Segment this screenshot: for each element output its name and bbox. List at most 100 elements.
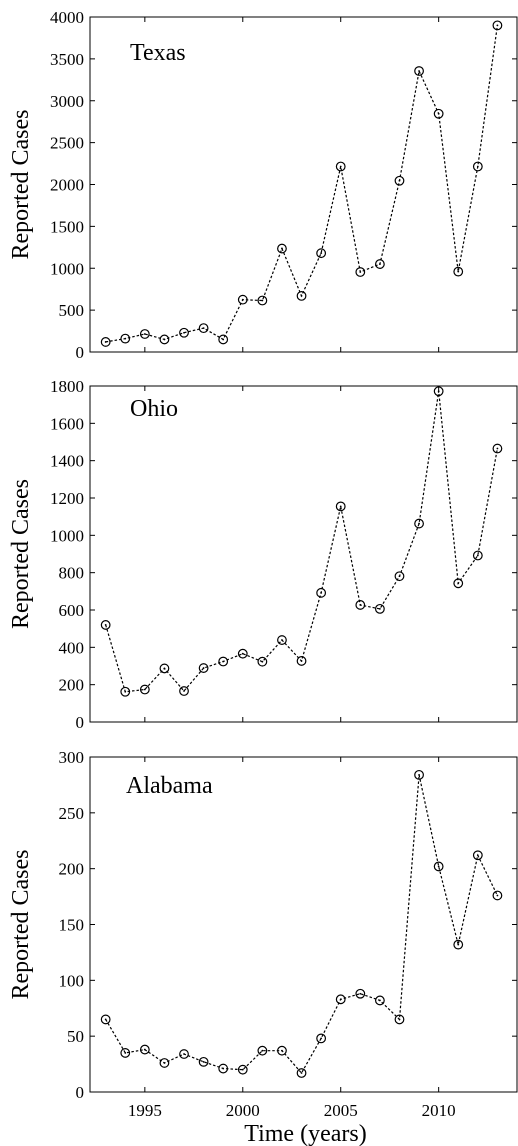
data-point bbox=[296, 656, 307, 666]
data-point bbox=[257, 656, 268, 667]
y-tick-label: 2000 bbox=[50, 176, 84, 195]
y-tick-label: 1000 bbox=[50, 526, 84, 545]
data-point bbox=[453, 578, 464, 589]
y-tick-label: 0 bbox=[76, 713, 85, 732]
y-tick-label: 200 bbox=[59, 860, 85, 879]
y-axis-label: Reported Cases bbox=[8, 850, 34, 1000]
y-axis-label: Reported Cases bbox=[8, 479, 34, 629]
y-tick-label: 400 bbox=[59, 638, 85, 657]
data-point bbox=[472, 161, 483, 172]
data-point bbox=[492, 890, 503, 901]
y-tick-label: 2500 bbox=[50, 134, 84, 153]
data-point bbox=[120, 1048, 131, 1058]
data-point bbox=[394, 571, 405, 582]
data-point bbox=[335, 994, 346, 1005]
data-point bbox=[198, 663, 209, 673]
y-tick-label: 3000 bbox=[50, 92, 84, 111]
y-tick-label: 100 bbox=[59, 971, 85, 990]
panel-title: Alabama bbox=[126, 773, 213, 799]
data-point bbox=[277, 243, 287, 254]
data-point bbox=[374, 603, 385, 614]
data-point bbox=[100, 337, 111, 347]
data-point bbox=[179, 1049, 189, 1059]
data-point bbox=[120, 686, 131, 697]
y-tick-label: 800 bbox=[59, 564, 85, 583]
y-tick-label: 200 bbox=[59, 676, 85, 695]
data-point bbox=[335, 161, 346, 172]
data-point bbox=[433, 386, 444, 397]
data-point bbox=[394, 175, 405, 186]
series-line bbox=[105, 391, 498, 693]
y-tick-label: 1200 bbox=[50, 489, 84, 508]
panel-texas: 0 500 1000 1500 2000 2500 3000 3500 4000 Reported… bbox=[8, 8, 518, 362]
y-tick-label: 500 bbox=[59, 301, 85, 320]
data-point bbox=[453, 939, 464, 950]
data-point bbox=[159, 663, 170, 674]
x-tick-label: 2010 bbox=[422, 1101, 456, 1120]
data-point bbox=[237, 648, 248, 659]
data-point bbox=[414, 518, 424, 529]
series-line bbox=[105, 25, 498, 343]
data-point bbox=[218, 1063, 229, 1074]
y-tick-label: 3500 bbox=[50, 50, 84, 69]
y-tick-label: 50 bbox=[67, 1027, 84, 1046]
plot-frame bbox=[89, 385, 518, 723]
data-point bbox=[159, 334, 170, 345]
data-point bbox=[492, 20, 503, 31]
data-point bbox=[139, 1044, 150, 1055]
data-point bbox=[277, 1045, 287, 1056]
y-tick-label: 250 bbox=[59, 804, 85, 823]
data-point bbox=[355, 988, 366, 999]
data-point bbox=[316, 587, 327, 598]
data-point bbox=[179, 686, 189, 696]
y-tick-label: 300 bbox=[59, 748, 85, 767]
data-point bbox=[374, 995, 385, 1006]
data-point bbox=[218, 656, 229, 667]
data-point bbox=[355, 267, 366, 277]
data-point bbox=[257, 1045, 268, 1056]
y-tick-label: 4000 bbox=[50, 8, 84, 27]
data-point bbox=[237, 1064, 248, 1075]
x-tick-label: 1995 bbox=[128, 1101, 162, 1120]
data-point bbox=[139, 684, 150, 695]
data-point bbox=[179, 327, 189, 338]
data-point bbox=[414, 66, 424, 76]
data-point bbox=[433, 861, 444, 872]
data-point bbox=[257, 295, 268, 306]
data-point bbox=[100, 1014, 111, 1025]
data-point bbox=[218, 334, 229, 345]
y-tick-label: 0 bbox=[76, 343, 85, 362]
data-point bbox=[120, 333, 131, 344]
data-point bbox=[316, 1033, 327, 1044]
data-point bbox=[414, 769, 424, 780]
data-point bbox=[296, 1068, 307, 1078]
x-axis-label: Time (years) bbox=[244, 1121, 366, 1146]
panel-title: Texas bbox=[130, 40, 186, 66]
data-point bbox=[198, 323, 209, 334]
data-point bbox=[296, 290, 307, 301]
data-point bbox=[472, 850, 483, 861]
y-tick-label: 1000 bbox=[50, 259, 84, 278]
plot-frame bbox=[89, 16, 518, 353]
data-point bbox=[433, 108, 444, 119]
y-tick-label: 600 bbox=[59, 601, 85, 620]
data-point bbox=[277, 635, 287, 645]
data-point bbox=[492, 443, 503, 454]
y-tick-label: 150 bbox=[59, 916, 85, 935]
data-point bbox=[159, 1058, 170, 1068]
data-point bbox=[335, 501, 346, 512]
data-point bbox=[374, 259, 385, 269]
data-point bbox=[355, 600, 366, 610]
panel-alabama: 0 50 100 150 200 250 300 1995 2000 2005 2010 Report… bbox=[8, 748, 518, 1146]
x-tick-label: 2005 bbox=[324, 1101, 358, 1120]
data-point bbox=[237, 294, 248, 305]
x-tick-label: 2000 bbox=[226, 1101, 260, 1120]
data-point bbox=[394, 1014, 405, 1025]
y-tick-label: 1600 bbox=[50, 414, 84, 433]
data-point bbox=[453, 266, 464, 277]
data-point bbox=[316, 248, 327, 259]
data-point bbox=[472, 550, 483, 561]
data-point bbox=[100, 620, 111, 630]
y-tick-label: 1500 bbox=[50, 217, 84, 236]
